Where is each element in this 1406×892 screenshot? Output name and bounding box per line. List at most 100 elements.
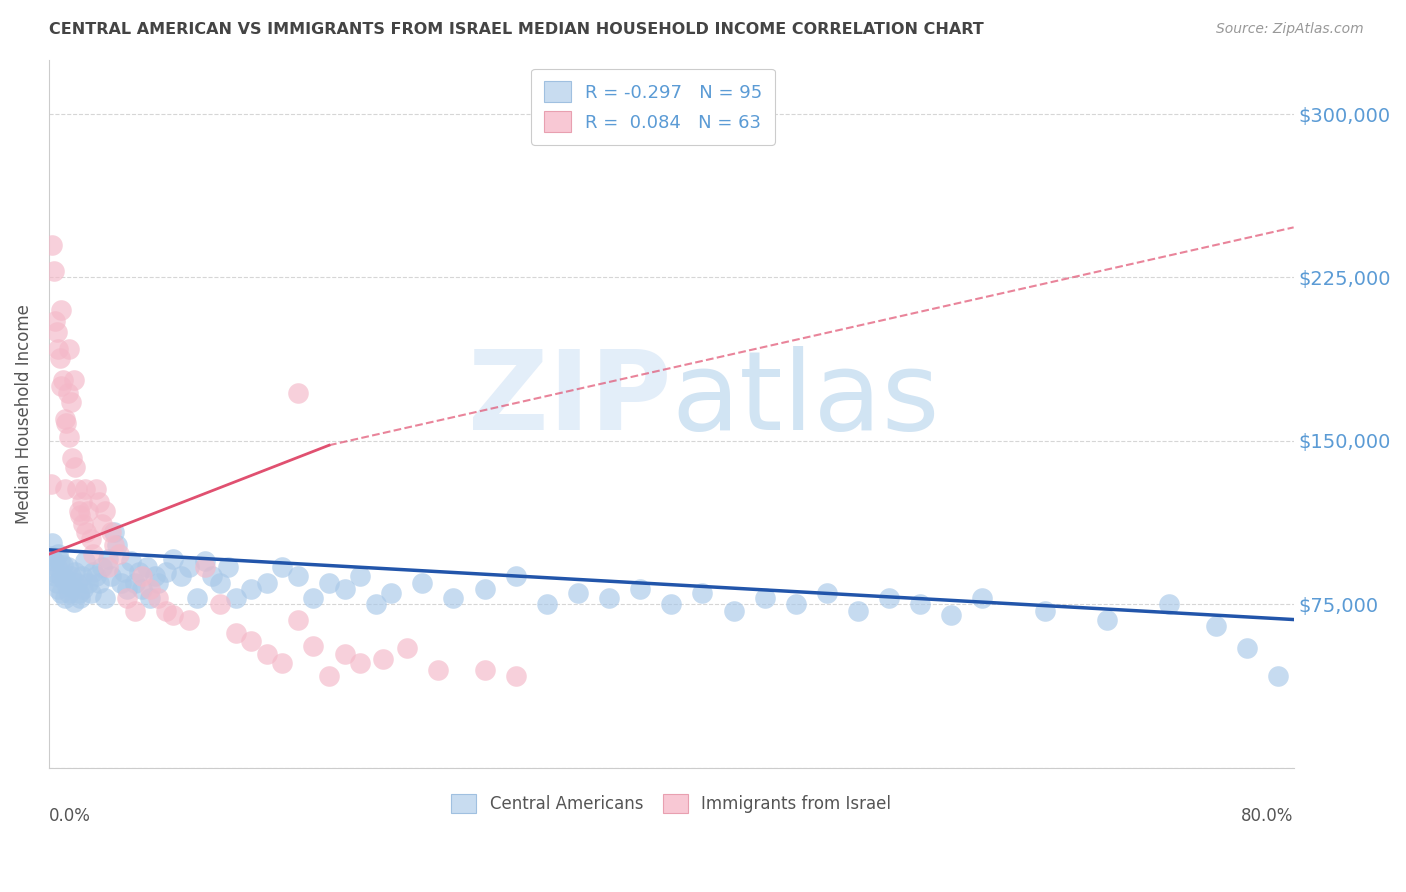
Point [333,648,356,662]
Point [84,482,107,496]
Text: CENTRAL AMERICAN VS IMMIGRANTS FROM ISRAEL MEDIAN HOUSEHOLD INCOME CORRELATION C: CENTRAL AMERICAN VS IMMIGRANTS FROM ISRA… [49,22,984,37]
Point [87,575,110,590]
Point [692,586,714,600]
Point [52,373,75,387]
Point [815,586,838,600]
Point [302,639,325,653]
Point [46,343,69,357]
Point [128,565,150,579]
Point [146,575,169,590]
Point [45,560,67,574]
Point [115,591,138,605]
Point [103,525,125,540]
Point [39,477,62,491]
Point [108,547,131,561]
Point [67,503,90,517]
Point [785,597,807,611]
Point [60,451,83,466]
Point [162,551,184,566]
Y-axis label: Median Household Income: Median Household Income [15,303,32,524]
Point [56,560,79,574]
Point [225,591,247,605]
Point [155,604,177,618]
Point [82,565,104,579]
Point [69,508,91,522]
Point [55,575,77,590]
Point [1095,613,1118,627]
Point [51,569,73,583]
Point [94,591,117,605]
Point [131,569,153,583]
Point [124,604,146,618]
Point [910,597,932,611]
Point [177,613,200,627]
Point [395,640,418,655]
Point [72,582,94,596]
Point [70,569,93,583]
Point [100,525,122,540]
Point [318,575,340,590]
Point [66,575,89,590]
Point [443,591,465,605]
Point [44,569,66,583]
Point [82,547,104,561]
Point [941,608,963,623]
Point [256,575,278,590]
Point [136,560,159,574]
Point [240,582,263,596]
Point [56,386,79,401]
Point [55,417,77,431]
Point [73,554,96,568]
Point [474,663,496,677]
Text: Source: ZipAtlas.com: Source: ZipAtlas.com [1216,22,1364,37]
Point [75,525,97,540]
Point [287,386,309,401]
Point [97,551,120,566]
Point [112,565,135,579]
Point [58,586,80,600]
Point [97,560,120,574]
Point [143,569,166,583]
Point [754,591,776,605]
Point [100,569,122,583]
Point [177,560,200,574]
Point [110,575,132,590]
Point [271,560,294,574]
Point [67,586,90,600]
Point [49,351,72,365]
Point [59,569,82,583]
Point [53,571,76,585]
Point [225,625,247,640]
Point [598,591,620,605]
Point [186,591,208,605]
Point [411,575,433,590]
Point [63,373,86,387]
Point [115,582,138,596]
Point [1205,619,1227,633]
Point [53,591,76,605]
Point [69,591,91,605]
Point [155,565,177,579]
Point [318,669,340,683]
Point [58,343,80,357]
Point [162,608,184,623]
Point [364,597,387,611]
Point [972,591,994,605]
Text: atlas: atlas [671,346,939,453]
Point [45,325,67,339]
Point [65,565,87,579]
Point [42,565,65,579]
Point [84,569,107,583]
Point [240,634,263,648]
Point [426,663,449,677]
Point [103,539,125,553]
Point [271,656,294,670]
Point [73,482,96,496]
Point [146,591,169,605]
Point [131,582,153,596]
Point [217,560,239,574]
Point [1159,597,1181,611]
Point [505,669,527,683]
Point [65,460,87,475]
Point [302,591,325,605]
